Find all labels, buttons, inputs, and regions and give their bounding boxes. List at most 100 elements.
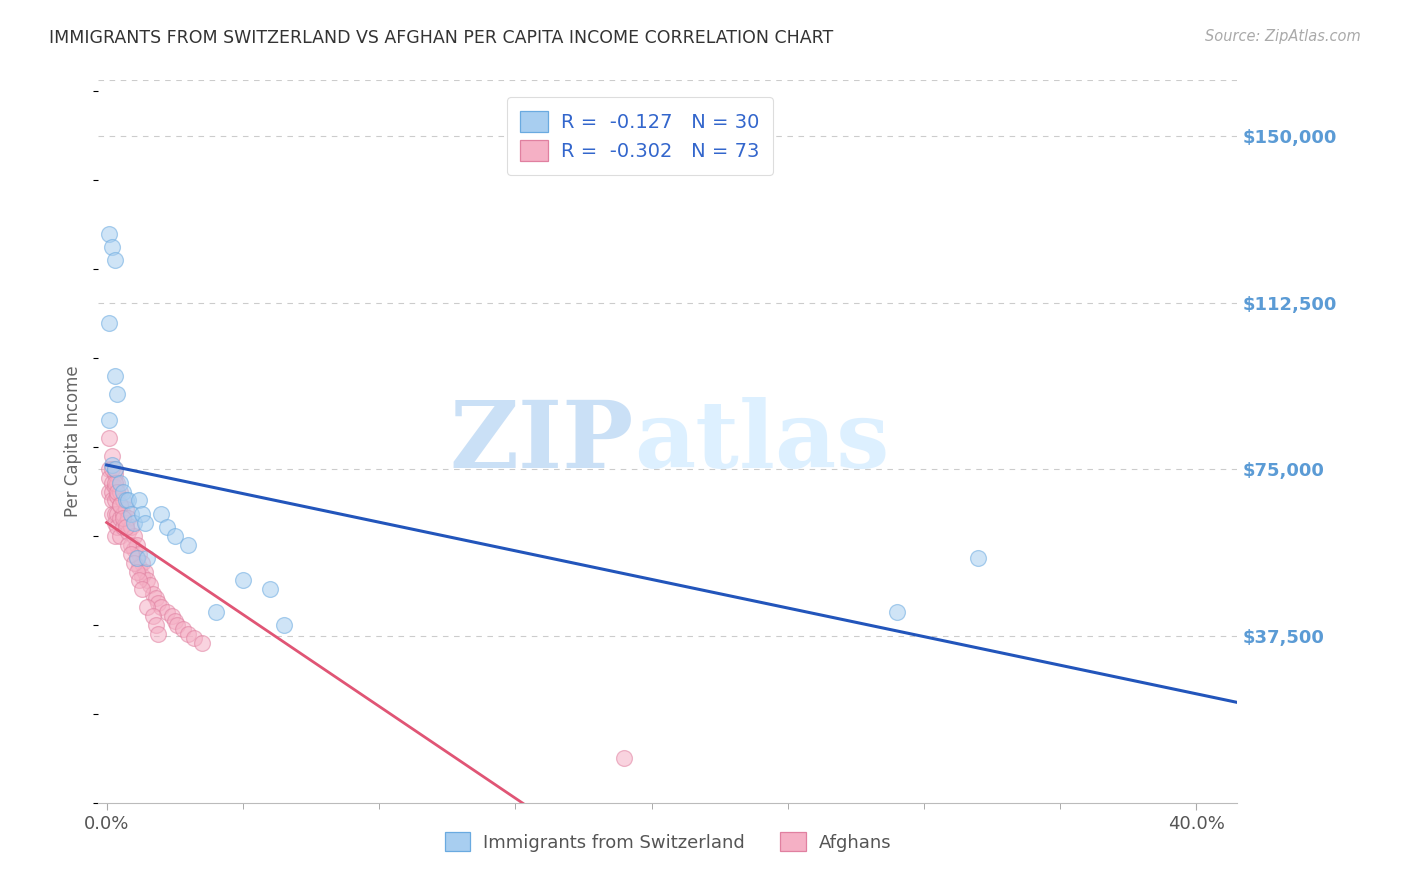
Point [120, 538, 142, 552]
Point [114, 520, 136, 534]
Point [98, 462, 121, 476]
Point [273, 618, 295, 632]
Point [104, 467, 127, 481]
Point [104, 475, 127, 490]
Point [148, 627, 170, 641]
Point [117, 511, 139, 525]
Point [107, 484, 129, 499]
Point [111, 511, 134, 525]
Point [120, 520, 142, 534]
Point [128, 560, 150, 574]
Point [114, 502, 136, 516]
Point [148, 596, 170, 610]
Point [177, 538, 200, 552]
Point [128, 574, 150, 588]
Point [104, 480, 127, 494]
Point [886, 605, 908, 619]
Point [111, 507, 134, 521]
Point [160, 609, 183, 624]
Point [131, 582, 153, 597]
Point [125, 551, 148, 566]
Point [177, 627, 200, 641]
Point [128, 493, 150, 508]
Point [134, 565, 156, 579]
Point [142, 609, 165, 624]
Point [104, 516, 127, 530]
Point [101, 475, 124, 490]
Point [125, 551, 148, 566]
Point [131, 507, 153, 521]
Point [120, 507, 142, 521]
Point [107, 386, 129, 401]
Point [101, 484, 124, 499]
Point [104, 507, 127, 521]
Point [150, 507, 173, 521]
Text: atlas: atlas [634, 397, 889, 486]
Point [183, 632, 205, 646]
Y-axis label: Per Capita Income: Per Capita Income [65, 366, 83, 517]
Point [101, 449, 124, 463]
Point [967, 551, 990, 566]
Point [98, 413, 121, 427]
Point [163, 529, 186, 543]
Point [122, 542, 145, 557]
Point [145, 591, 167, 606]
Point [98, 227, 121, 241]
Point [117, 538, 139, 552]
Point [104, 462, 127, 476]
Point [136, 600, 159, 615]
Point [107, 507, 129, 521]
Point [117, 524, 139, 539]
Point [98, 316, 121, 330]
Point [136, 574, 159, 588]
Point [104, 368, 127, 383]
Point [111, 484, 134, 499]
Point [114, 493, 136, 508]
Point [101, 507, 124, 521]
Point [111, 520, 134, 534]
Point [232, 574, 254, 588]
Point [613, 751, 636, 765]
Point [110, 511, 132, 525]
Point [111, 493, 134, 508]
Point [101, 493, 124, 508]
Point [139, 578, 162, 592]
Legend: Immigrants from Switzerland, Afghans: Immigrants from Switzerland, Afghans [437, 824, 898, 859]
Point [155, 520, 177, 534]
Point [98, 471, 121, 485]
Point [134, 516, 156, 530]
Point [142, 587, 165, 601]
Point [145, 618, 167, 632]
Point [125, 565, 148, 579]
Point [155, 605, 177, 619]
Point [107, 475, 129, 490]
Point [128, 547, 150, 561]
Point [110, 484, 132, 499]
Point [191, 636, 214, 650]
Point [259, 582, 281, 597]
Point [122, 529, 145, 543]
Text: ZIP: ZIP [450, 397, 634, 486]
Point [110, 498, 132, 512]
Point [136, 551, 159, 566]
Point [117, 493, 139, 508]
Point [101, 240, 124, 254]
Point [114, 516, 136, 530]
Point [122, 556, 145, 570]
Point [150, 600, 173, 615]
Point [172, 623, 194, 637]
Point [125, 538, 148, 552]
Point [104, 462, 127, 476]
Point [122, 516, 145, 530]
Text: Source: ZipAtlas.com: Source: ZipAtlas.com [1205, 29, 1361, 44]
Point [110, 475, 132, 490]
Point [104, 493, 127, 508]
Point [98, 431, 121, 445]
Point [110, 498, 132, 512]
Point [131, 556, 153, 570]
Point [163, 614, 186, 628]
Point [204, 605, 226, 619]
Point [107, 489, 129, 503]
Point [101, 462, 124, 476]
Point [107, 520, 129, 534]
